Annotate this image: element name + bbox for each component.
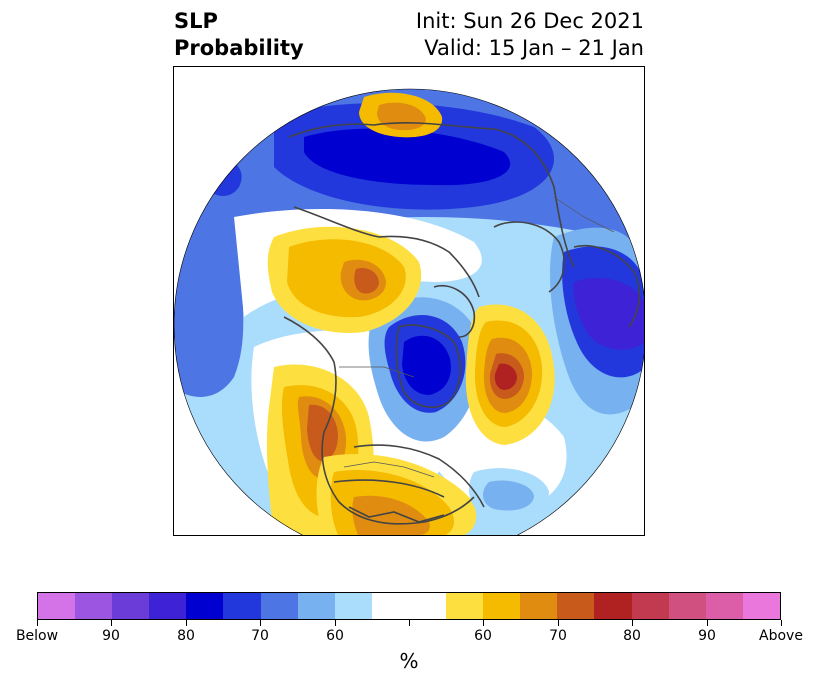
colorbar-segment	[742, 593, 780, 619]
colorbar-segment	[186, 593, 224, 619]
colorbar-segment	[668, 593, 706, 619]
colorbar-segment	[260, 593, 298, 619]
colorbar-unit-label: %	[399, 649, 419, 673]
colorbar-segment	[38, 593, 76, 619]
polar-map	[174, 88, 644, 535]
colorbar-tick	[781, 620, 782, 626]
colorbar-tick	[335, 620, 336, 626]
colorbar-segment	[520, 593, 558, 619]
colorbar-segment	[705, 593, 743, 619]
colorbar-tick-label: Below	[15, 628, 59, 644]
colorbar-tick-label: 90	[698, 628, 716, 644]
valid-range: Valid: 15 Jan – 21 Jan	[424, 36, 644, 60]
colorbar-tick	[483, 620, 484, 626]
colorbar-tick-label: Above	[759, 628, 803, 644]
colorbar-tick	[707, 620, 708, 626]
anomaly-field	[174, 89, 644, 535]
colorbar-segment	[112, 593, 150, 619]
chart-title-left: SLP Probability	[174, 8, 304, 62]
colorbar-segment	[483, 593, 521, 619]
init-date: Init: Sun 26 Dec 2021	[415, 9, 644, 33]
colorbar-tick-label: 70	[251, 628, 269, 644]
colorbar-segment	[557, 593, 595, 619]
map-panel	[173, 66, 645, 536]
hemisphere-boundary	[174, 88, 644, 535]
colorbar-segment	[594, 593, 632, 619]
colorbar-tick	[558, 620, 559, 626]
colorbar-tick	[409, 620, 410, 626]
title-metric: Probability	[174, 36, 304, 60]
colorbar-tick-label: 60	[474, 628, 492, 644]
coastlines	[283, 122, 641, 525]
colorbar-tick-label: 70	[549, 628, 567, 644]
colorbar-segment	[75, 593, 113, 619]
colorbar-tick-label: 80	[177, 628, 195, 644]
colorbar-tick-label: 60	[326, 628, 344, 644]
colorbar-segment	[631, 593, 669, 619]
colorbar-segment	[223, 593, 261, 619]
colorbar-tick-label: 90	[102, 628, 120, 644]
colorbar-segment	[446, 593, 484, 619]
colorbar	[37, 592, 781, 620]
colorbar-segment	[149, 593, 187, 619]
colorbar-segment	[371, 593, 409, 619]
colorbar-segment	[334, 593, 372, 619]
colorbar-tick	[186, 620, 187, 626]
colorbar-segment	[408, 593, 447, 619]
colorbar-tick	[632, 620, 633, 626]
chart-title-right: Init: Sun 26 Dec 2021 Valid: 15 Jan – 21…	[416, 8, 644, 62]
title-variable: SLP	[174, 9, 218, 33]
colorbar-segment	[297, 593, 335, 619]
colorbar-tick	[37, 620, 38, 626]
colorbar-tick	[260, 620, 261, 626]
colorbar-tick	[111, 620, 112, 626]
colorbar-tick-label: 80	[623, 628, 641, 644]
